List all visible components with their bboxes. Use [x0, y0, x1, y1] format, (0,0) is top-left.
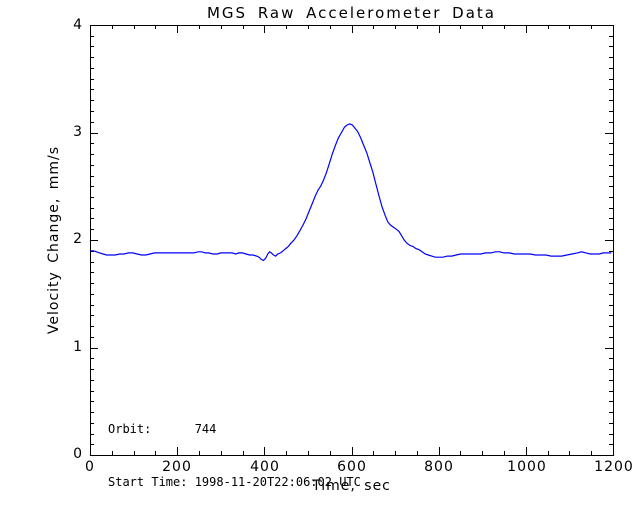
annotation-start-time: Start Time: 1998-11-20T22:06:02 UTC	[108, 474, 361, 489]
axes-frame	[90, 25, 614, 456]
annotation-orbit: Orbit: 744	[108, 422, 217, 436]
x-axis-title: Time, sec	[312, 478, 391, 494]
x-tick-label-400: 400	[250, 459, 280, 475]
x-tick-label-1000: 1000	[507, 459, 547, 475]
chart-title: MGS Raw Accelerometer Data	[206, 4, 496, 22]
y-tick-label-3: 3	[73, 124, 82, 140]
annotation-block: Orbit: 744 Start Time: 1998-11-20T22:06:…	[108, 386, 361, 512]
data-line-velocity-change	[90, 123, 612, 262]
y-tick-label-0: 0	[73, 446, 82, 462]
x-tick-label-1200: 1200	[594, 459, 634, 475]
y-tick-label-4: 4	[73, 17, 82, 33]
x-tick-label-200: 200	[162, 459, 192, 475]
x-tick-label-600: 600	[337, 459, 367, 475]
x-tick-label-0: 0	[85, 459, 95, 475]
y-tick-label-1: 1	[73, 339, 82, 355]
y-tick-label-2: 2	[73, 231, 82, 247]
x-tick-label-800: 800	[424, 459, 454, 475]
